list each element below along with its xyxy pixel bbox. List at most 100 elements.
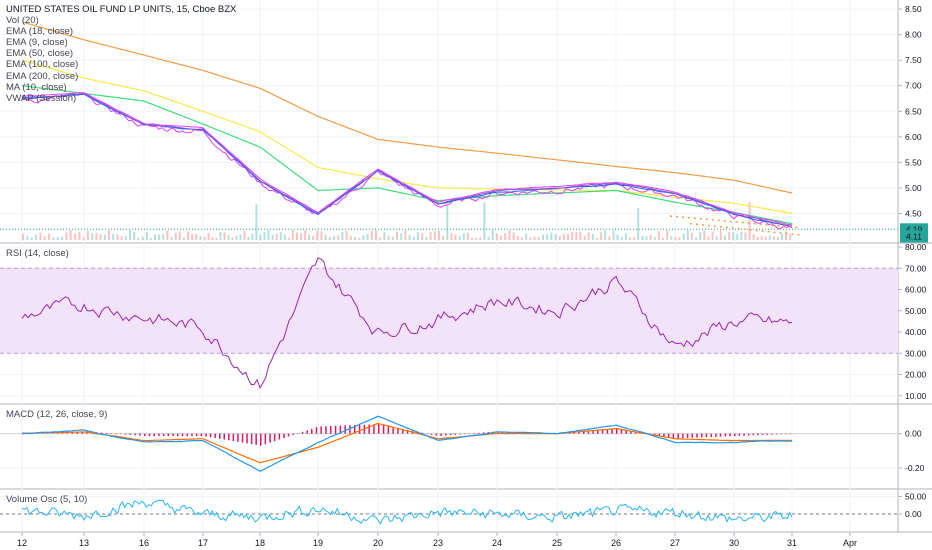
macd-histogram-bar xyxy=(344,425,346,434)
macd-histogram-bar xyxy=(260,433,262,446)
volume-bar xyxy=(345,230,348,240)
macd-histogram-bar xyxy=(705,433,708,438)
volume-bar xyxy=(508,230,511,240)
volume-bar xyxy=(438,230,440,240)
macd-histogram-bar xyxy=(195,433,198,437)
volume-bar xyxy=(442,236,445,240)
volume-bar xyxy=(61,236,64,240)
volume-bar xyxy=(48,233,50,240)
macd-histogram-bar xyxy=(701,433,703,438)
macd-histogram-bar xyxy=(129,433,132,435)
volume-bar xyxy=(715,236,718,240)
volume-bar xyxy=(641,236,644,240)
volume-bar xyxy=(129,230,131,240)
xtick-6: 20 xyxy=(373,538,383,548)
volume-bar xyxy=(400,233,403,240)
price-badge-text: 4.19 xyxy=(906,224,923,234)
macd-histogram-bar xyxy=(482,432,485,434)
macd-histogram-bar xyxy=(232,433,235,442)
rsi-label[interactable]: RSI (14, close) xyxy=(6,248,69,259)
volume-bar xyxy=(550,232,553,240)
volume-bar xyxy=(429,232,432,240)
legend-ema200[interactable]: EMA (200, close) xyxy=(6,70,79,82)
macd-histogram-bar xyxy=(246,433,248,444)
macd-histogram-bar xyxy=(287,433,290,437)
main-ytick-0: 8.50 xyxy=(905,4,922,14)
macd-ytick-0: 0.00 xyxy=(905,429,922,439)
macd-histogram-bar xyxy=(435,433,438,436)
macd-histogram-bar xyxy=(392,427,394,434)
main-ytick-2: 7.50 xyxy=(905,55,922,65)
macd-histogram-bar xyxy=(416,431,418,434)
macd-histogram-bar xyxy=(729,433,731,437)
volume-bar xyxy=(243,230,246,240)
volume-bar xyxy=(149,237,152,240)
macd-histogram-bar xyxy=(497,431,499,434)
macd-histogram-bar xyxy=(658,433,660,436)
volume-bar xyxy=(22,234,24,240)
volume-osc-label[interactable]: Volume Osc (5, 10) xyxy=(6,494,88,505)
macd-histogram-bar xyxy=(686,433,689,438)
macd-histogram-bar xyxy=(354,425,356,434)
macd-histogram-bar xyxy=(440,433,442,436)
volume-bar xyxy=(781,233,783,240)
volume-bar xyxy=(425,236,428,240)
volume-bar xyxy=(207,233,210,240)
main-ytick-4: 6.50 xyxy=(905,106,922,116)
volume-bar xyxy=(396,231,398,240)
volume-bar xyxy=(768,235,771,240)
macd-histogram-bar xyxy=(743,433,745,436)
macd-histogram-bar xyxy=(105,433,108,434)
legend-ema100[interactable]: EMA (100, close) xyxy=(6,59,79,71)
xtick-9: 25 xyxy=(552,538,562,548)
volume-bar xyxy=(612,230,615,240)
volume-bar xyxy=(267,230,270,240)
volume-bar xyxy=(678,237,681,240)
volume-bar xyxy=(789,234,792,240)
volume-bar xyxy=(595,237,598,240)
volume-bar xyxy=(744,232,747,240)
volume-bar xyxy=(358,237,361,240)
macd-histogram-bar xyxy=(587,431,590,434)
volume-bar xyxy=(666,230,669,240)
macd-histogram-bar xyxy=(228,433,230,441)
macd-histogram-bar xyxy=(181,433,184,437)
volume-bar xyxy=(162,234,165,240)
rsi-ytick-5: 30.00 xyxy=(905,348,927,358)
legend-ma10[interactable]: MA (10, close) xyxy=(6,81,67,93)
rsi-ytick-1: 70.00 xyxy=(905,263,927,273)
volume-bar xyxy=(370,230,373,240)
volume-bar xyxy=(259,234,262,240)
macd-histogram-bar xyxy=(269,433,271,443)
legend-ema50[interactable]: EMA (50, close) xyxy=(6,48,74,60)
macd-histogram-bar xyxy=(430,433,433,435)
macd-histogram-bar xyxy=(334,425,337,434)
volume-bar xyxy=(320,231,323,240)
macd-histogram-bar xyxy=(368,424,370,434)
rsi-ytick-4: 40.00 xyxy=(905,327,927,337)
macd-histogram-bar xyxy=(672,433,675,439)
macd-histogram-bar xyxy=(134,433,136,436)
macd-histogram-bar xyxy=(186,433,188,437)
macd-histogram-bar xyxy=(139,433,141,436)
macd-histogram-bar xyxy=(397,427,399,434)
legend-vol[interactable]: Vol (20) xyxy=(6,15,39,27)
legend-ema9[interactable]: EMA (9, close) xyxy=(6,37,68,49)
volume-bar xyxy=(458,235,461,240)
volume-bar xyxy=(537,237,540,240)
macd-histogram-bar xyxy=(406,429,409,434)
xtick-12: 30 xyxy=(729,538,739,548)
macd-label[interactable]: MACD (12, 26, close, 9) xyxy=(6,409,108,420)
legend-vwap[interactable]: VWAP (Session) xyxy=(6,92,77,104)
volume-bar xyxy=(736,233,739,240)
legend-ema18[interactable]: EMA (18, close) xyxy=(6,26,74,38)
macd-histogram-bar xyxy=(120,433,122,435)
volume-bar xyxy=(255,204,258,240)
macd-histogram-bar xyxy=(205,433,207,437)
macd-histogram-bar xyxy=(315,427,318,434)
volume-bar xyxy=(616,234,619,240)
close-line xyxy=(21,92,793,230)
volume-bar xyxy=(235,235,238,240)
volume-bar xyxy=(87,230,89,240)
